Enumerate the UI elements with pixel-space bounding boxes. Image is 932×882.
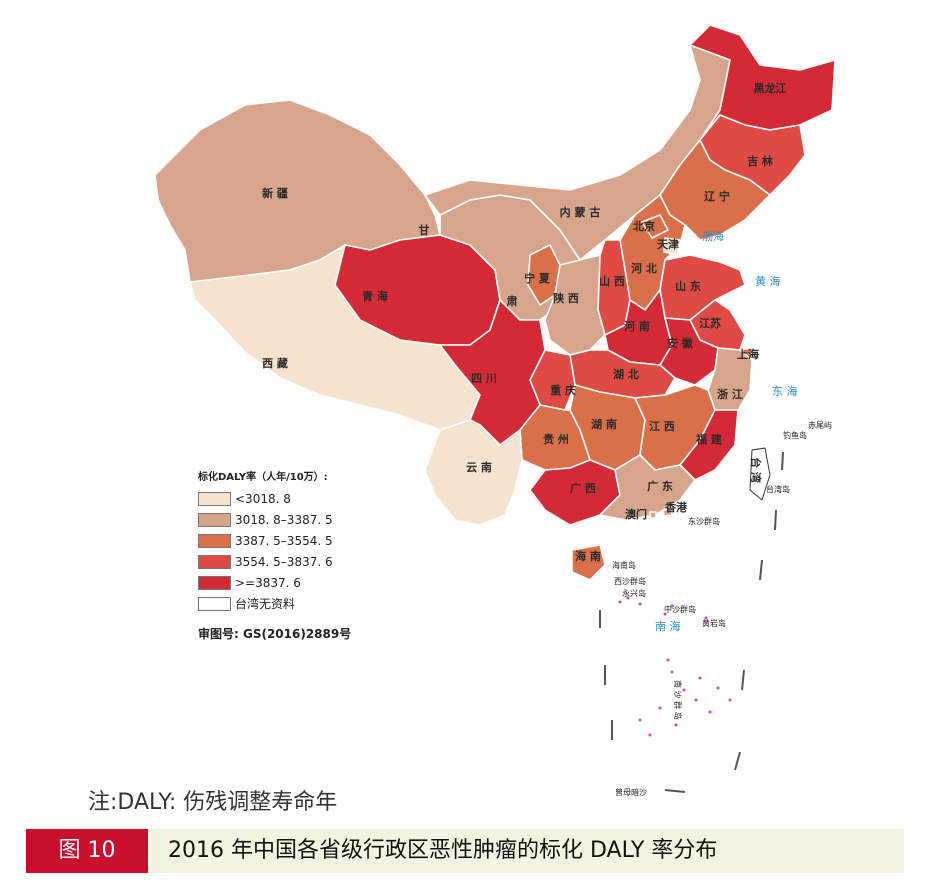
province-label-hainan: 海 南 [575,549,601,563]
sea-label-donghai: 东 海 [772,384,798,398]
legend-item: 3387. 5–3554. 5 [198,531,378,550]
province-label-shandong: 山 东 [675,279,701,293]
sea-label-huanghai: 黄 海 [755,274,781,288]
island-label-yongxing: 永兴岛 [622,588,646,598]
province-tianjin [663,237,681,256]
province-label-anhui: 安 徽 [667,336,694,350]
legend-label: 3554. 5–3837. 6 [235,554,333,569]
province-label-jiangxi: 江 西 [649,419,675,433]
province-beijing [641,214,669,239]
map-approval-number: 审图号: GS(2016)2889号 [198,627,352,641]
sea-labels: 渤海 黄 海 东 海 南 海 [655,229,798,633]
legend-swatch [198,512,231,527]
province-label-gansu: 甘 [419,223,430,237]
legend-swatch [198,533,231,548]
legend-item: >=3837. 6 [198,573,378,592]
island-label-nansha: 南 沙 群 岛 [673,680,683,720]
province-label-tianjin: 天津 [657,237,679,251]
province-label-guangdong: 广 东 [647,479,673,493]
legend-label: >=3837. 6 [235,575,301,590]
figure-caption: 2016 年中国各省级行政区恶性肿瘤的标化 DALY 率分布 [168,838,718,863]
province-label-hubei: 湖 北 [613,367,639,381]
legend-label: <3018. 8 [235,491,291,506]
legend-swatch [198,596,231,611]
province-taiwan [749,447,771,501]
footnote: 注:DALY: 伤残调整寿命年 [88,790,338,815]
province-aomen [649,511,657,519]
province-label-jiangsu: 江苏 [699,316,721,330]
province-label-taiwan: 台 湾 [749,457,763,483]
legend-label: 3387. 5–3554. 5 [235,533,333,548]
province-label-guizhou: 贵 州 [543,432,569,446]
province-label-liaoning: 辽 宁 [704,189,730,203]
province-label-qinghai: 青 海 [362,289,388,303]
province-label-hunan: 湖 南 [591,417,617,431]
province-label-ningxia: 宁 夏 [524,271,551,285]
legend-items: <3018. 8 3018. 8–3387. 5 3387. 5–3554. 5 35… [198,489,378,613]
legend-swatch [198,575,231,590]
legend-item: 台湾无资料 [198,594,378,613]
province-sichuan [439,299,546,446]
province-label-xinjiang: 新 疆 [262,186,288,200]
legend-item: <3018. 8 [198,489,378,508]
sea-label-nanhai: 南 海 [655,619,681,633]
province-label-henan: 河 南 [624,319,650,333]
legend-label: 3018. 8–3387. 5 [235,512,333,527]
province-xianggang [662,507,673,517]
province-hainan [571,544,606,581]
legend-label: 台湾无资料 [235,597,296,611]
province-guizhou [519,404,591,471]
province-label-fujian: 福 建 [695,432,723,446]
province-layer [154,24,836,581]
province-label-neimenggu: 内 蒙 古 [560,205,601,219]
caption-bar [26,829,904,873]
province-label-yunnan: 云 南 [466,460,492,474]
province-label-hebei: 河 北 [631,261,657,275]
island-label-huangyan: 黄岩岛 [702,618,726,628]
province-label-guangxi: 广 西 [570,481,596,495]
legend-swatch [198,491,231,506]
island-label-taiwan-dao: 台湾岛 [766,484,790,494]
province-label-xianggang: 香港 [664,500,688,514]
province-label-gansu2: 肃 [507,294,518,308]
province-label-zhejiang: 浙 江 [717,387,743,401]
province-label-aomen: 澳门 [625,507,647,521]
province-anhui [659,317,719,386]
province-label-xizang: 西 藏 [262,356,288,370]
province-label-sichuan: 四 川 [471,372,497,385]
province-yunnan [424,419,523,526]
legend-item: 3018. 8–3387. 5 [198,510,378,529]
province-label-heilongjiang: 黑龙江 [754,81,787,95]
island-label-chiwei: 赤尾屿 [808,421,832,430]
figure-number: 图 10 [26,829,148,873]
island-dots [618,596,732,737]
province-label-jilin: 吉 林 [747,154,773,168]
sea-label-bohai: 渤海 [702,229,724,243]
province-label-chongqing: 重 庆 [550,383,576,397]
island-label-xisha: 西沙群岛 [614,576,646,586]
province-label-shanghai: 上海 [737,347,759,361]
legend-swatch [198,554,231,569]
legend-title: 标化DALY率（人年/10万）: [198,472,328,483]
island-label-zhongsha: 中沙群岛 [664,604,696,614]
island-label-dongsha: 东沙群岛 [688,516,720,526]
province-label-shaanxi: 陕 西 [553,291,579,305]
province-label-beijing: 北京 [633,219,655,233]
map-legend: 标化DALY率（人年/10万）: <3018. 8 3018. 8–3387. 5… [198,468,378,642]
island-labels: 钓鱼岛 赤尾屿 台湾岛 东沙群岛 海南岛 西沙群岛 永兴岛 中沙群岛 黄岩岛 南… [612,421,832,797]
island-label-zengmu: 曾母暗沙 [615,787,647,797]
south-china-sea-boundary [599,451,784,793]
province-label-shanxi: 山 西 [599,274,625,288]
province-guangdong [599,454,696,521]
legend-item: 3554. 5–3837. 6 [198,552,378,571]
island-label-diaoyu: 钓鱼岛 [783,430,807,440]
island-label-hainan-dao: 海南岛 [612,560,636,570]
